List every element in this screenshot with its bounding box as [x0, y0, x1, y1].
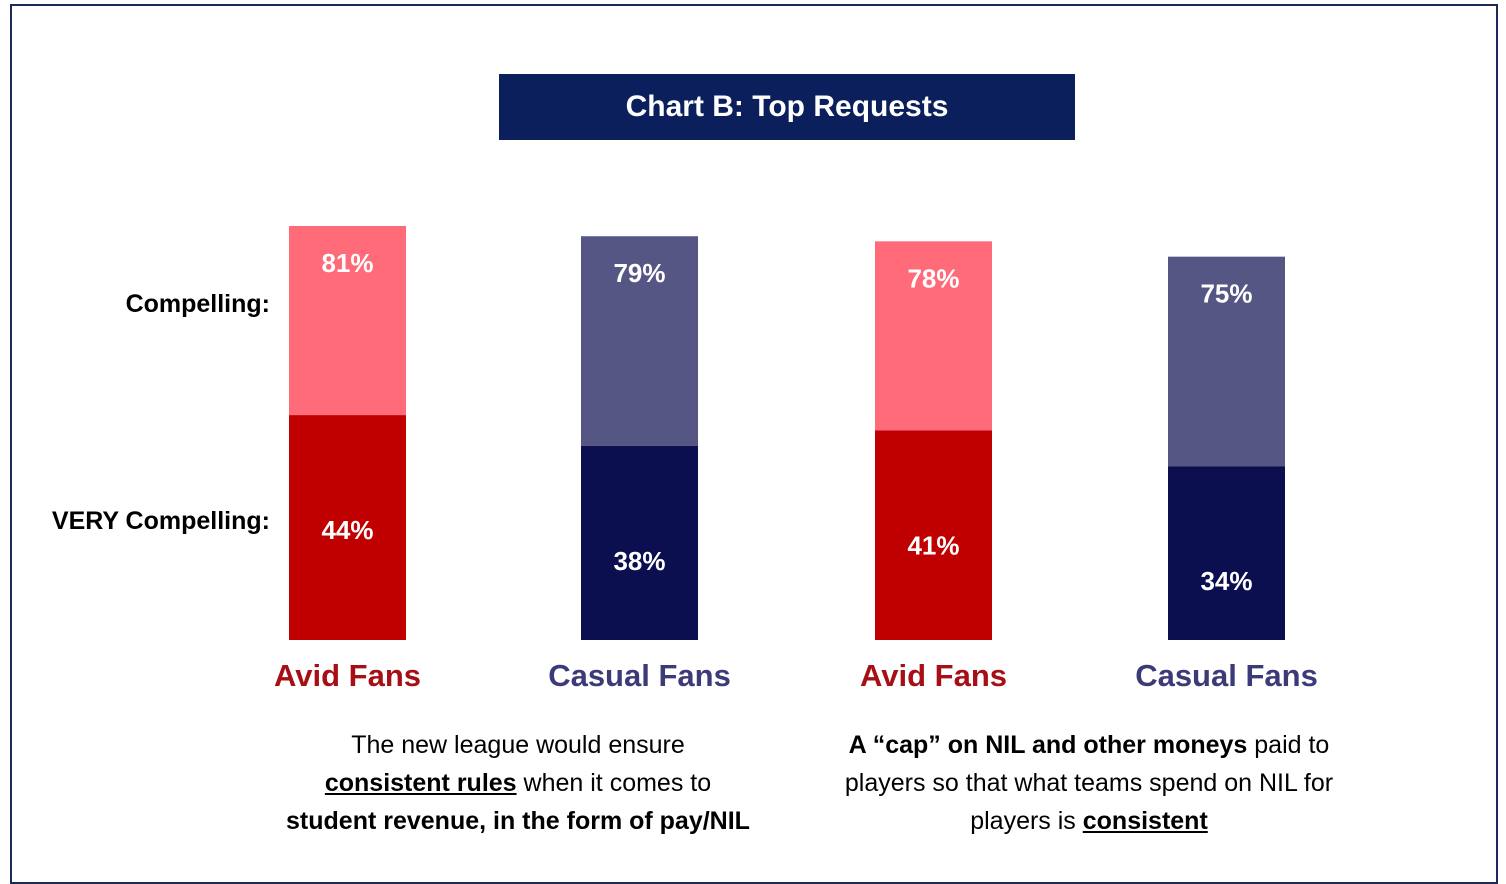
category-label-4: Casual Fans — [1135, 658, 1318, 693]
bar-compelling-1 — [289, 226, 406, 416]
caption-right-emphasis: consistent — [1082, 807, 1208, 835]
bar-very-compelling-4 — [1168, 466, 1285, 640]
caption-left-text: when it comes to — [516, 769, 712, 797]
bar-very-compelling-2 — [581, 445, 698, 640]
caption-left: The new league would ensure consistent r… — [238, 726, 798, 840]
value-label-compelling-4: 75% — [1200, 279, 1252, 309]
value-label-compelling-3: 78% — [907, 263, 959, 293]
bar-compelling-2 — [581, 236, 698, 446]
row-label-very-compelling: VERY Compelling: — [51, 507, 270, 535]
bar-very-compelling-1 — [289, 415, 406, 640]
value-label-very-compelling-1: 44% — [321, 515, 373, 545]
value-label-very-compelling-4: 34% — [1200, 566, 1252, 596]
chart-title: Chart B: Top Requests — [499, 74, 1075, 140]
value-label-compelling-1: 81% — [321, 248, 373, 278]
caption-left-bold: student revenue, in the form of pay/NIL — [286, 807, 750, 835]
value-label-very-compelling-3: 41% — [907, 530, 959, 560]
caption-left-line1: The new league would ensure — [351, 731, 685, 759]
bar-compelling-4 — [1168, 256, 1285, 467]
caption-right-text: paid to players so that what teams spend… — [844, 731, 1334, 835]
value-label-very-compelling-2: 38% — [613, 546, 665, 576]
chart-title-text: Chart B: Top Requests — [625, 90, 949, 123]
bar-very-compelling-3 — [875, 430, 992, 640]
caption-right: A “cap” on NIL and other moneys paid to … — [809, 726, 1369, 840]
caption-right-bold: A “cap” on NIL and other moneys — [848, 731, 1248, 759]
category-label-1: Avid Fans — [274, 658, 421, 693]
caption-left-emphasis: consistent rules — [324, 769, 517, 797]
row-label-compelling: Compelling: — [125, 290, 270, 318]
category-label-3: Avid Fans — [860, 658, 1007, 693]
category-label-2: Casual Fans — [548, 658, 731, 693]
value-label-compelling-2: 79% — [613, 258, 665, 288]
bar-compelling-3 — [875, 241, 992, 431]
